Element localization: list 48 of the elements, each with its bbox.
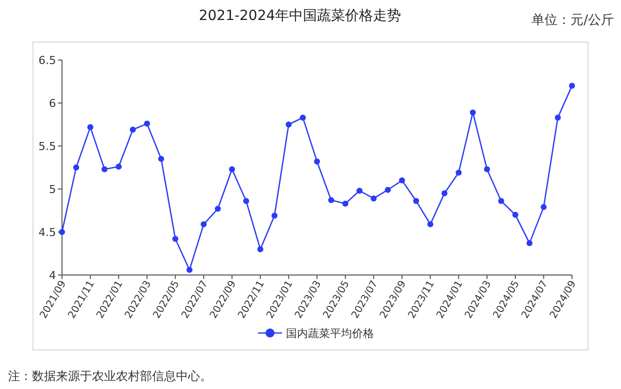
point [427,221,434,228]
point [484,166,490,172]
point [328,197,334,204]
point [342,200,348,207]
point [370,195,377,202]
y-tick-label: 6.5 [38,54,56,67]
point [554,114,561,121]
point [314,158,320,164]
point [384,186,391,193]
point [229,166,235,172]
point [470,109,476,116]
y-tick-label: 5.5 [38,140,56,153]
legend: 国内蔬菜平均价格 [258,327,374,340]
point [526,240,532,246]
text: 注：数据来源于农业农村部信息中心。 [8,369,212,383]
point [214,206,221,212]
point [257,246,264,252]
y-tick-label: 6 [49,97,56,110]
y-tick-label: 4 [49,269,56,282]
point [243,198,250,204]
chart-title: 2021-2024年中国蔬菜价格走势 [198,8,402,24]
point [186,266,192,273]
point [399,177,405,184]
point [356,188,362,194]
point [569,82,575,89]
point [172,236,178,242]
point [158,156,164,162]
point [102,166,108,172]
point [442,190,448,196]
point [144,120,150,127]
point [272,212,278,219]
point [130,126,136,133]
y-tick-label: 5 [49,183,56,196]
point [456,170,462,176]
point [286,122,292,128]
point [116,164,122,170]
point [59,229,65,235]
legend-label: 国内蔬菜平均价格 [286,327,374,340]
point [200,221,207,228]
point [413,198,420,204]
point [498,198,504,204]
text: 单位：元/公斤 [532,13,614,28]
point [512,212,518,218]
point [300,114,306,121]
y-tick-label: 4.5 [38,226,56,239]
point [73,164,80,170]
point [87,124,94,130]
point [540,204,547,210]
